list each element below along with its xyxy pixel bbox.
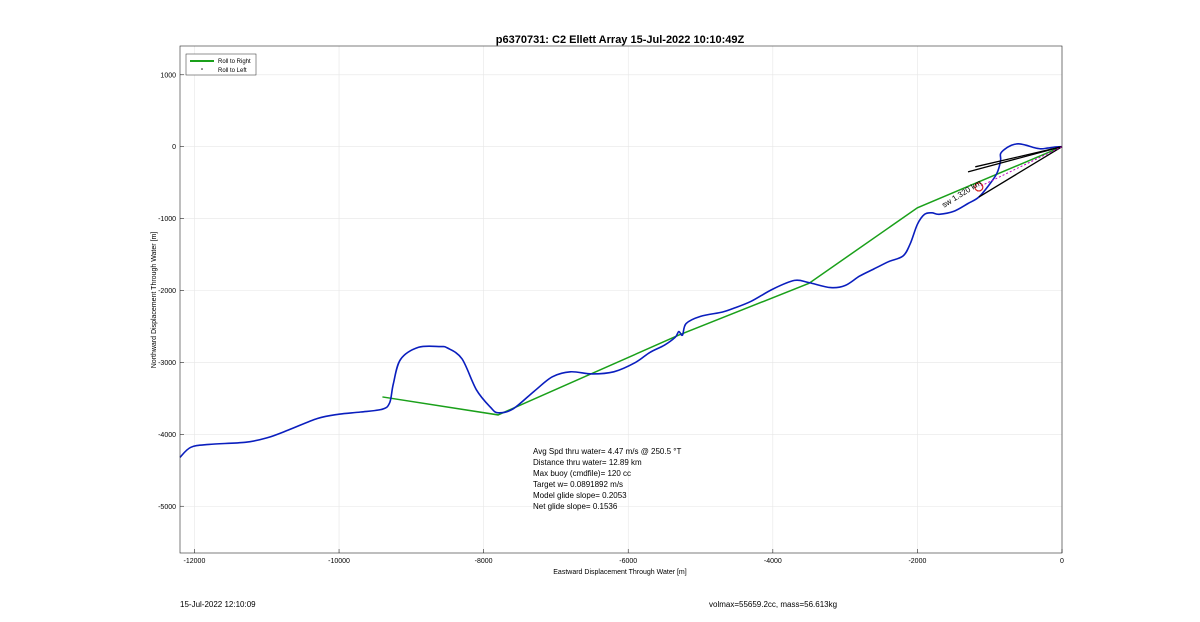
annotation-avg-speed: Avg Spd thru water= 4.47 m/s @ 250.5 °T: [533, 447, 681, 456]
footer-timestamp: 15-Jul-2022 12:10:09: [180, 600, 256, 609]
annotation-net-glide: Net glide slope= 0.1536: [533, 502, 618, 511]
stats-annotation: Avg Spd thru water= 4.47 m/s @ 250.5 °T …: [533, 447, 681, 511]
data-series: [179, 142, 1063, 458]
y-tick-label: -1000: [158, 216, 176, 223]
current-vector-label: sw 1.320 km: [940, 178, 983, 210]
axes-box: [179, 45, 1063, 554]
legend-swatch-roll-left: [201, 68, 203, 70]
y-tick-label: -3000: [158, 360, 176, 367]
heading-vector-line: [978, 146, 1063, 188]
annotation-model-glide: Model glide slope= 0.2053: [533, 491, 627, 500]
y-axis-label: Northward Displacement Through Water [m]: [151, 232, 158, 369]
x-tick-label: 0: [1060, 558, 1064, 565]
annotation-target-w: Target w= 0.0891892 m/s: [533, 480, 623, 489]
current-vector-line: [978, 146, 1063, 198]
footer-stats: volmax=55659.2cc, mass=56.613kg: [709, 600, 838, 609]
tick-labels: -12000 -10000 -8000 -6000 -4000 -2000 0-5000-4…: [158, 72, 1064, 565]
y-tick-label: -2000: [158, 288, 176, 295]
chart-title: p6370731: C2 Ellett Array 15-Jul-2022 10…: [496, 34, 745, 46]
y-tick-label: 1000: [160, 72, 176, 79]
legend: Roll to Right Roll to Left: [185, 53, 257, 76]
legend-box: [185, 53, 257, 76]
start-marker: [974, 182, 984, 192]
x-axis-label: Eastward Displacement Through Water [m]: [553, 569, 686, 576]
legend-label-roll-right: Roll to Right: [218, 59, 251, 65]
y-tick-label: -4000: [158, 432, 176, 439]
markers: [967, 146, 1063, 198]
current-vector-line: [967, 146, 1063, 173]
x-tick-label: -10000: [328, 558, 350, 565]
y-tick-label: 0: [172, 144, 176, 151]
x-tick-label: -6000: [619, 558, 637, 565]
x-tick-label: -2000: [908, 558, 926, 565]
annotation-max-buoy: Max buoy (cmdfile)= 120 cc: [533, 469, 631, 478]
series-roll-right-line: [382, 145, 1063, 416]
series-track-line: [179, 142, 1063, 458]
x-tick-label: -4000: [764, 558, 782, 565]
y-tick-label: -5000: [158, 504, 176, 511]
annotation-distance: Distance thru water= 12.89 km: [533, 458, 642, 467]
x-tick-label: -8000: [475, 558, 493, 565]
grid-lines: [180, 46, 1063, 553]
legend-label-roll-left: Roll to Left: [218, 68, 247, 74]
x-tick-label: -12000: [184, 558, 206, 565]
